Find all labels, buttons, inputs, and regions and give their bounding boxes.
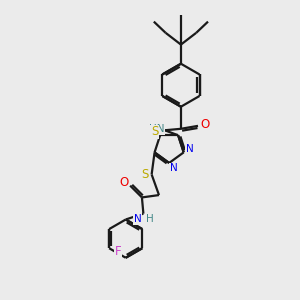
Text: S: S	[142, 168, 149, 181]
Text: H: H	[146, 214, 154, 224]
Text: S: S	[151, 125, 158, 138]
Text: O: O	[119, 176, 128, 189]
Text: N: N	[134, 214, 141, 224]
Text: O: O	[200, 118, 209, 131]
Text: F: F	[115, 245, 121, 258]
Text: N: N	[170, 163, 177, 173]
Text: HN: HN	[149, 124, 164, 134]
Text: N: N	[186, 144, 194, 154]
